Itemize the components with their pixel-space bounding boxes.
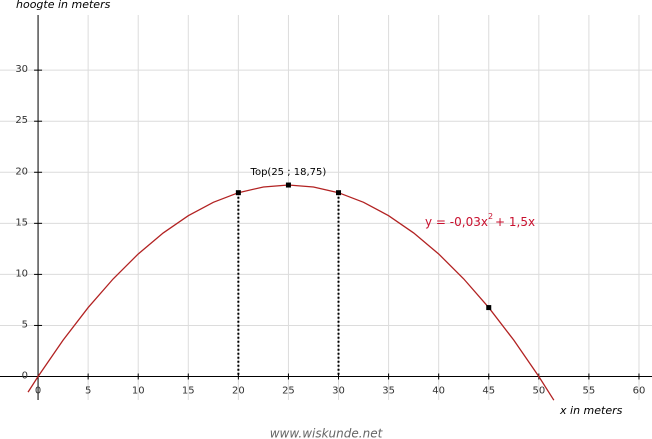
y-tick-label: 0 [22, 371, 28, 382]
point [336, 190, 342, 196]
equation-rest: + 1,5x [495, 215, 535, 229]
x-tick-label: 5 [85, 386, 91, 397]
y-tick-label: 10 [15, 268, 28, 279]
x-axis-title: x in meters [559, 404, 623, 417]
equation-main: y = -0,03x [425, 215, 488, 229]
x-tick-label: 0 [35, 386, 41, 397]
y-tick-label: 20 [15, 166, 28, 177]
point [285, 182, 291, 188]
point [486, 305, 492, 311]
x-tick-label: 35 [382, 386, 395, 397]
y-tick-label: 15 [15, 217, 28, 228]
x-tick-label: 25 [282, 386, 295, 397]
point [235, 190, 241, 196]
equation: y = -0,03x2 + 1,5x [425, 212, 535, 229]
x-tick-label: 15 [182, 386, 195, 397]
y-tick-label: 5 [22, 319, 28, 330]
x-tick-label: 45 [482, 386, 495, 397]
footer: www.wiskunde.net [270, 427, 384, 439]
annotation: Top(25 ; 18,75) [250, 167, 327, 178]
y-tick-label: 25 [15, 115, 28, 126]
x-tick-label: 20 [232, 386, 245, 397]
x-tick-label: 30 [332, 386, 345, 397]
x-tick-label: 50 [532, 386, 545, 397]
x-tick-label: 60 [633, 386, 646, 397]
y-axis-title: hoogte in meters [16, 0, 111, 11]
x-tick-label: 10 [132, 386, 145, 397]
x-tick-label: 40 [432, 386, 445, 397]
x-tick-label: 55 [583, 386, 596, 397]
y-tick-label: 30 [15, 64, 28, 75]
equation-exponent: 2 [488, 212, 493, 221]
